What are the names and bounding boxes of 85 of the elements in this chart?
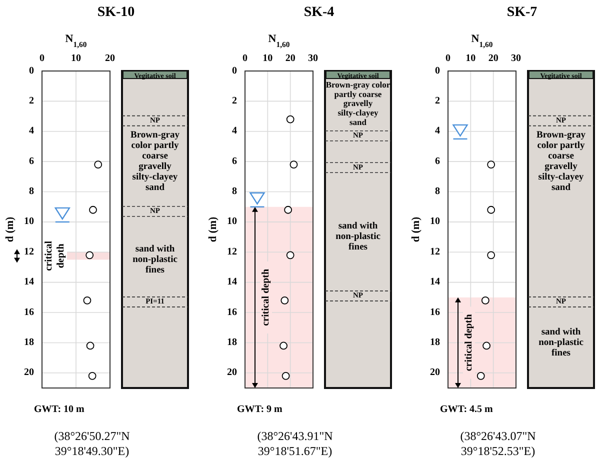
x-tick-label: 10: [262, 53, 273, 64]
x-tick-label: 20: [285, 53, 296, 64]
point: [280, 342, 288, 350]
x-tick-label: 10: [71, 53, 81, 64]
y-tick-label: 4: [435, 126, 440, 137]
y-tick-label: 20: [227, 367, 237, 378]
y-tick-label: 0: [29, 65, 34, 76]
y-axis-title: d (m): [207, 216, 219, 242]
x-axis-title: N$_{1,60}$: [268, 33, 290, 48]
text: Brown-gray color partly coarse gravelly silty-clayey sand: [326, 80, 390, 127]
y-tick-label: 14: [430, 276, 440, 288]
text: (38°26'43.07"N 39°18'52.53"E): [460, 429, 536, 458]
band-label: critical depth: [463, 314, 474, 372]
text: GWT: 10 m: [34, 404, 86, 415]
chart-title: SK-10: [97, 5, 135, 20]
point: [86, 342, 94, 350]
y-tick-label: 2: [435, 95, 440, 106]
y-tick-label: 18: [430, 337, 440, 348]
y-axis-title: d (m): [4, 216, 16, 242]
band-label: critical depth: [260, 268, 272, 326]
text: sand with non-plastic fines: [336, 222, 380, 253]
y-tick-label: 4: [29, 126, 34, 137]
point: [286, 115, 294, 124]
y-tick-label: 10: [430, 216, 440, 228]
text: sand with non-plastic fines: [132, 244, 178, 276]
x-tick-label: 0: [446, 53, 450, 64]
y-tick-label: 4: [232, 126, 237, 137]
y-tick-label: 8: [232, 186, 237, 198]
point: [88, 372, 96, 380]
text: Brown-gray color partly coarse gravelly silty-clayey sand: [130, 130, 180, 194]
y-tick-label: 16: [430, 306, 440, 318]
y-tick-label: 10: [24, 216, 34, 228]
x-tick-label: 30: [511, 53, 521, 64]
point: [487, 206, 496, 214]
y-tick-label: 12: [227, 246, 237, 258]
y-tick-label: 18: [24, 337, 34, 348]
text: GWT: 9 m: [237, 404, 284, 415]
text: Brown-gray color partly coarse gravelly silty-clayey sand: [536, 130, 586, 194]
point: [476, 372, 485, 380]
point: [481, 296, 490, 304]
y-tick-label: 2: [29, 95, 34, 106]
x-tick-label: 20: [105, 53, 115, 64]
x-tick-label: 20: [488, 53, 498, 64]
band-label: critical depth: [43, 240, 66, 271]
point: [487, 251, 496, 260]
y-tick-label: 6: [29, 156, 34, 167]
text: (38°26'43.91"N 39°18'51.67"E): [257, 429, 334, 458]
y-tick-label: 20: [24, 367, 34, 378]
point: [482, 342, 490, 350]
point: [286, 251, 294, 260]
y-tick-label: 0: [435, 65, 440, 76]
y-tick-label: 14: [24, 276, 34, 288]
y-tick-label: 20: [430, 367, 440, 378]
x-axis-title: N$_{1,60}$: [65, 33, 87, 48]
point: [280, 296, 289, 304]
text: GWT: 4.5 m: [440, 404, 494, 415]
y-tick-label: 0: [232, 65, 237, 76]
y-tick-label: 18: [227, 337, 237, 348]
y-tick-label: 14: [227, 276, 237, 288]
point: [89, 206, 97, 214]
y-tick-label: 16: [227, 306, 237, 318]
y-tick-label: 6: [435, 156, 440, 167]
point: [83, 296, 92, 304]
y-tick-label: 16: [24, 306, 34, 318]
x-tick-label: 10: [466, 53, 476, 64]
chart-title: SK-4: [304, 5, 334, 20]
y-tick-label: 2: [232, 95, 237, 106]
chart-title: SK-7: [506, 5, 538, 20]
y-axis-title: d (m): [410, 216, 422, 242]
x-tick-label: 30: [308, 53, 318, 64]
x-tick-label: 0: [242, 53, 248, 64]
y-tick-label: 10: [227, 216, 237, 228]
text: sand with non-plastic fines: [538, 327, 584, 358]
point: [86, 251, 94, 260]
y-tick-label: 12: [430, 246, 440, 258]
y-tick-label: 12: [24, 246, 34, 258]
y-tick-label: 8: [435, 186, 440, 198]
x-tick-label: 0: [40, 53, 44, 64]
point: [284, 206, 292, 214]
y-tick-label: 6: [232, 156, 237, 167]
point: [487, 160, 496, 169]
y-tick-label: 8: [29, 186, 34, 198]
x-axis-title: N$_{1,60}$: [471, 33, 493, 48]
point: [282, 372, 290, 380]
text: (38°26'50.27"N 39°18'49.30"E): [54, 429, 130, 458]
